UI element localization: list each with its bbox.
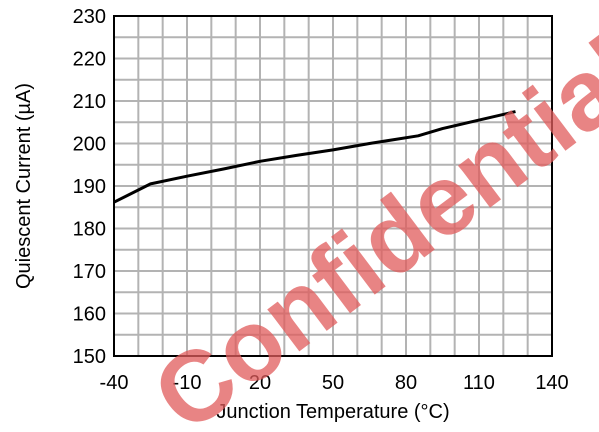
y-tick-label: 190 [73,176,106,198]
y-tick-label: 220 [73,49,106,71]
x-tick-label: 50 [322,372,344,394]
y-tick-label: 230 [73,6,106,28]
watermark: Confidential [133,16,599,432]
y-tick-label: 200 [73,134,106,156]
x-tick-label: -40 [100,372,129,394]
x-tick-label: 110 [463,372,495,394]
plot-frame [113,15,553,357]
x-axis-label: Junction Temperature (°C) [216,401,449,423]
y-tick-labels: 150 160 170 180 190 200 210 220 230 [73,6,106,368]
y-tick-label: 170 [73,261,106,283]
series-line-0 [113,110,516,204]
y-tick-label: 180 [73,219,106,241]
grid [114,16,552,356]
y-tick-label: 210 [73,91,106,113]
y-tick-label: 160 [73,304,106,326]
x-tick-label: 80 [395,372,417,394]
series-layer [113,110,516,204]
y-tick-label: 150 [73,346,106,368]
x-tick-label: -10 [173,372,202,394]
x-tick-label: 20 [249,372,271,394]
y-axis-label: Quiescent Current (µA) [13,83,35,289]
x-tick-labels: -40 -10 20 50 80 110 140 [100,372,569,394]
x-tick-label: 140 [535,372,568,394]
